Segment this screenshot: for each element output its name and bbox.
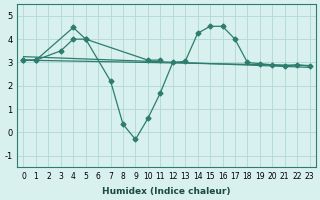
- X-axis label: Humidex (Indice chaleur): Humidex (Indice chaleur): [102, 187, 231, 196]
